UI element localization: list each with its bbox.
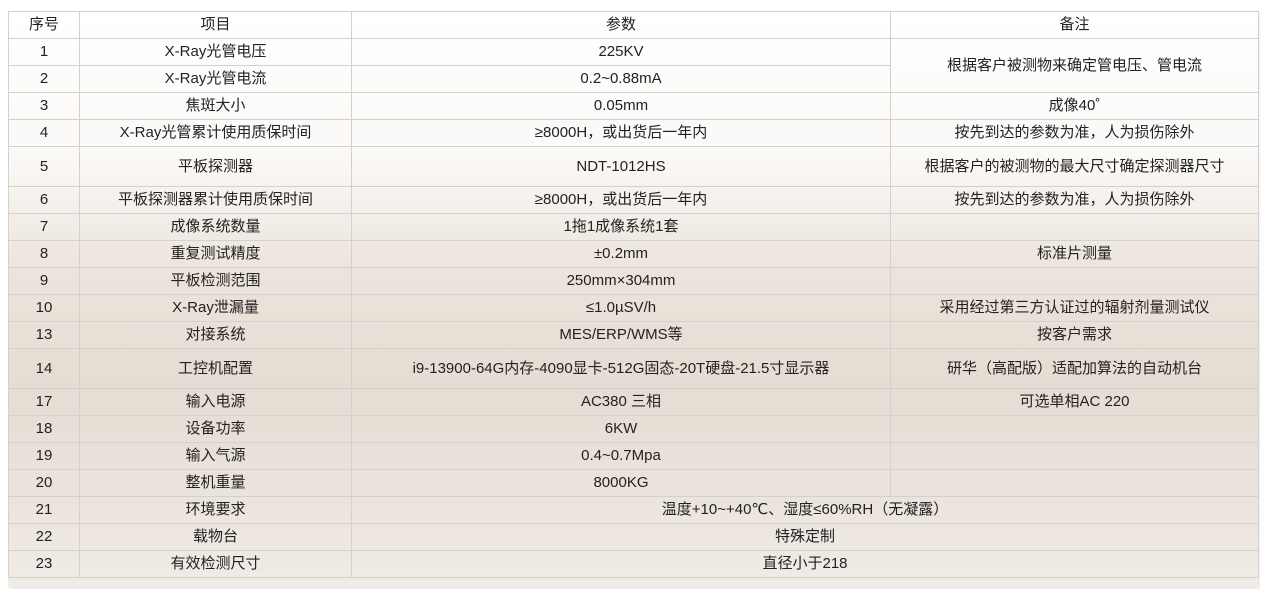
table-row: 5 平板探测器 NDT-1012HS 根据客户的被测物的最大尺寸确定探测器尺寸 [8, 146, 1259, 187]
table-row: 6 平板探测器累计使用质保时间 ≥8000H，或出货后一年内 按先到达的参数为准，人为… [8, 186, 1259, 214]
cell-item: 整机重量 [79, 469, 352, 497]
cell-item: X-Ray光管电压 [79, 38, 352, 66]
cell-remark [890, 267, 1259, 295]
cell-item: 工控机配置 [79, 348, 352, 389]
cell-param: 0.05mm [351, 92, 891, 120]
cell-remark: 可选单相AC 220 [890, 388, 1259, 416]
header-row: 序号 项目 参数 备注 [8, 11, 1259, 39]
cell-item: 设备功率 [79, 415, 352, 443]
cell-param: 0.2~0.88mA [351, 65, 891, 93]
cell-no: 10 [8, 294, 80, 322]
table-row: 21 环境要求 温度+10~+40℃、湿度≤60%RH（无凝露） [8, 496, 1259, 524]
cell-remark: 按客户需求 [890, 321, 1259, 349]
table-row: 17 输入电源 AC380 三相 可选单相AC 220 [8, 388, 1259, 416]
cell-param: 250mm×304mm [351, 267, 891, 295]
cell-param: MES/ERP/WMS等 [351, 321, 891, 349]
cell-item: 环境要求 [79, 496, 352, 524]
cell-param: ±0.2mm [351, 240, 891, 268]
cell-no: 6 [8, 186, 80, 214]
cell-no: 5 [8, 146, 80, 187]
cell-param: 8000KG [351, 469, 891, 497]
cell-item: X-Ray光管累计使用质保时间 [79, 119, 352, 147]
cell-item: 焦斑大小 [79, 92, 352, 120]
table-row: 14 工控机配置 i9-13900-64G内存-4090显卡-512G固态-20T硬… [8, 348, 1259, 389]
cell-no: 18 [8, 415, 80, 443]
cell-remark: 按先到达的参数为准，人为损伤除外 [890, 186, 1259, 214]
cell-no: 3 [8, 92, 80, 120]
cell-no: 1 [8, 38, 80, 66]
cell-param: ≥8000H，或出货后一年内 [351, 186, 891, 214]
cell-item: 输入电源 [79, 388, 352, 416]
table-row: 7 成像系统数量 1拖1成像系统1套 [8, 213, 1259, 241]
cell-remark: 成像40˚ [890, 92, 1259, 120]
cell-remark: 标准片测量 [890, 240, 1259, 268]
cell-no: 4 [8, 119, 80, 147]
table-row: 22 载物台 特殊定制 [8, 523, 1259, 551]
cell-item: 成像系统数量 [79, 213, 352, 241]
table-row: 19 输入气源 0.4~0.7Mpa [8, 442, 1259, 470]
cell-no: 17 [8, 388, 80, 416]
cell-param: 0.4~0.7Mpa [351, 442, 891, 470]
cell-remark: 研华（高配版）适配加算法的自动机台 [890, 348, 1259, 389]
cell-item: X-Ray光管电流 [79, 65, 352, 93]
cell-item: 平板检测范围 [79, 267, 352, 295]
cell-item: 对接系统 [79, 321, 352, 349]
cell-param: i9-13900-64G内存-4090显卡-512G固态-20T硬盘-21.5寸… [351, 348, 891, 389]
cell-param: 1拖1成像系统1套 [351, 213, 891, 241]
cell-item: 平板探测器 [79, 146, 352, 187]
cell-remark: 根据客户被测物来确定管电压、管电流 [890, 38, 1259, 93]
table-row: 13 对接系统 MES/ERP/WMS等 按客户需求 [8, 321, 1259, 349]
cell-param: ≥8000H，或出货后一年内 [351, 119, 891, 147]
cell-param: ≤1.0µSV/h [351, 294, 891, 322]
table-row: 18 设备功率 6KW [8, 415, 1259, 443]
cell-item: 有效检测尺寸 [79, 550, 352, 578]
spec-table-container: 序号 项目 参数 备注 1 X-Ray光管电压 225KV 根据客户被测物来确定管电压… [8, 11, 1259, 587]
table-row: 10 X-Ray泄漏量 ≤1.0µSV/h 采用经过第三方认证过的辐射剂量测试仪 [8, 294, 1259, 322]
cell-remark [890, 213, 1259, 241]
cell-remark: 按先到达的参数为准，人为损伤除外 [890, 119, 1259, 147]
cell-param: NDT-1012HS [351, 146, 891, 187]
cell-no: 21 [8, 496, 80, 524]
table-row: 9 平板检测范围 250mm×304mm [8, 267, 1259, 295]
cell-item: 载物台 [79, 523, 352, 551]
cell-no: 7 [8, 213, 80, 241]
cell-item: 平板探测器累计使用质保时间 [79, 186, 352, 214]
header-remark: 备注 [890, 11, 1259, 39]
cell-item: X-Ray泄漏量 [79, 294, 352, 322]
cell-no: 20 [8, 469, 80, 497]
table-row: 2 X-Ray光管电流 0.2~0.88mA [8, 65, 1259, 93]
header-no: 序号 [8, 11, 80, 39]
spec-table: 序号 项目 参数 备注 1 X-Ray光管电压 225KV 根据客户被测物来确定管电压… [8, 11, 1259, 578]
cell-remark: 采用经过第三方认证过的辐射剂量测试仪 [890, 294, 1259, 322]
table-row: 8 重复测试精度 ±0.2mm 标准片测量 [8, 240, 1259, 268]
cell-no: 14 [8, 348, 80, 389]
header-item: 项目 [79, 11, 352, 39]
table-row: 4 X-Ray光管累计使用质保时间 ≥8000H，或出货后一年内 按先到达的参数为准，… [8, 119, 1259, 147]
cell-remark [890, 442, 1259, 470]
cell-no: 9 [8, 267, 80, 295]
cell-no: 23 [8, 550, 80, 578]
cell-item: 重复测试精度 [79, 240, 352, 268]
cell-remark [890, 415, 1259, 443]
cell-param: AC380 三相 [351, 388, 891, 416]
cell-no: 8 [8, 240, 80, 268]
cell-no: 13 [8, 321, 80, 349]
cell-no: 22 [8, 523, 80, 551]
cell-param: 直径小于218 [351, 550, 1259, 578]
cell-param: 225KV [351, 38, 891, 66]
cell-remark [890, 469, 1259, 497]
cell-no: 2 [8, 65, 80, 93]
cell-no: 19 [8, 442, 80, 470]
cell-remark: 根据客户的被测物的最大尺寸确定探测器尺寸 [890, 146, 1259, 187]
cell-param: 温度+10~+40℃、湿度≤60%RH（无凝露） [351, 496, 1259, 524]
table-row: 1 X-Ray光管电压 225KV 根据客户被测物来确定管电压、管电流 [8, 38, 1259, 93]
header-param: 参数 [351, 11, 891, 39]
table-row: 20 整机重量 8000KG [8, 469, 1259, 497]
cell-param: 特殊定制 [351, 523, 1259, 551]
table-row: 23 有效检测尺寸 直径小于218 [8, 550, 1259, 578]
cell-item: 输入气源 [79, 442, 352, 470]
cell-param: 6KW [351, 415, 891, 443]
table-row: 3 焦斑大小 0.05mm 成像40˚ [8, 92, 1259, 120]
